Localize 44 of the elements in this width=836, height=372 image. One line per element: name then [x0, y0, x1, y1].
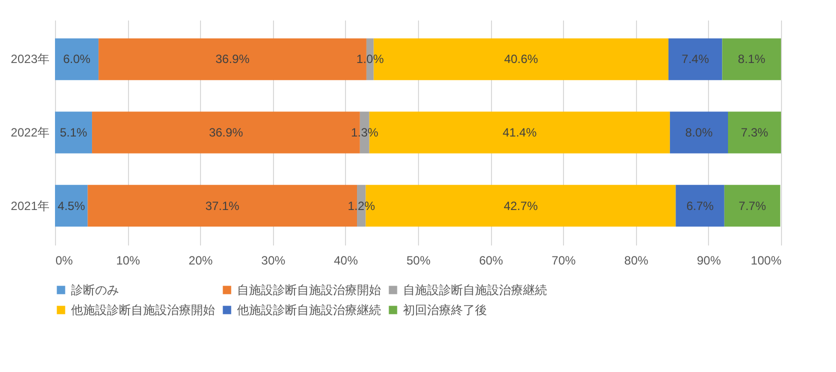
data-label: 7.7%: [738, 198, 766, 213]
bar: [676, 184, 724, 227]
x-tick-label: 60%: [479, 254, 504, 268]
legend-label: 他施設診断自施設治療開始: [71, 303, 215, 317]
bar: [722, 38, 781, 80]
bar: [55, 112, 92, 154]
legend-label: 自施設診断自施設治療開始: [237, 283, 381, 297]
x-tick-label: 50%: [406, 254, 431, 268]
data-label: 6.7%: [686, 198, 714, 213]
legend-label: 初回治療終了後: [403, 303, 487, 317]
data-label: 7.3%: [740, 126, 769, 140]
data-label: 37.1%: [205, 198, 240, 213]
legend-label: 自施設診断自施設治療継続: [403, 283, 547, 297]
legend-label: 他施設診断自施設治療継続: [237, 303, 381, 317]
x-tick-label: 40%: [334, 254, 358, 268]
bar: [724, 184, 780, 227]
data-label: 36.9%: [215, 52, 250, 66]
y-tick-label: 2023年: [10, 52, 50, 66]
legend-label: 診断のみ: [71, 283, 119, 297]
x-tick-label: 90%: [696, 254, 722, 268]
data-label: 6.0%: [63, 52, 91, 66]
data-label: 42.7%: [504, 198, 538, 213]
x-tick-label: 100%: [750, 254, 782, 268]
x-tick-label: 0%: [56, 254, 74, 268]
y-tick-label: 2022年: [10, 126, 50, 140]
x-tick-label: 70%: [552, 254, 576, 268]
data-label: 7.4%: [682, 52, 710, 66]
bar: [668, 38, 722, 80]
bar: [55, 38, 99, 80]
data-label: 5.1%: [60, 126, 88, 140]
y-tick-label: 2021年: [10, 198, 50, 213]
data-label: 36.9%: [208, 126, 244, 140]
data-label: 40.6%: [504, 52, 538, 66]
bar: [728, 112, 781, 154]
x-tick-label: 10%: [116, 254, 140, 268]
x-tick-label: 20%: [188, 254, 214, 268]
x-tick-label: 80%: [624, 254, 649, 268]
x-tick-label: 30%: [261, 254, 286, 268]
data-label: 8.1%: [738, 52, 766, 66]
data-label: 41.4%: [502, 126, 537, 140]
bar: [670, 112, 728, 154]
data-label: 4.5%: [58, 198, 86, 213]
data-label: 8.0%: [685, 126, 713, 140]
bar: [55, 184, 88, 227]
